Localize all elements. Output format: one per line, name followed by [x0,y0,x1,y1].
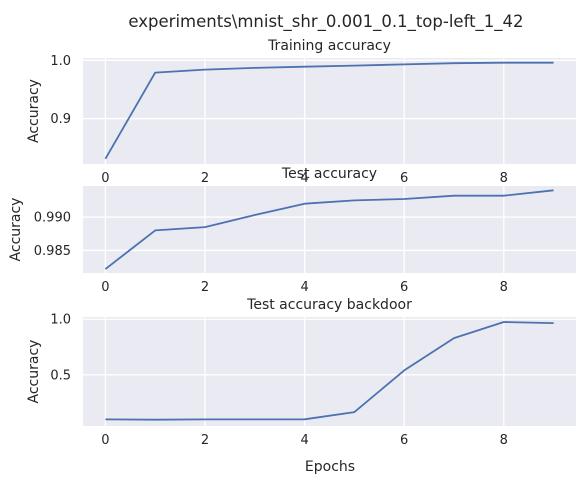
y-tick-label: 0.990 [34,211,71,226]
x-tick-label: 2 [201,171,209,186]
y-tick-label: 0.985 [34,244,71,259]
y-axis-label: Accuracy [8,198,24,262]
y-tick-label: 1.0 [50,54,71,69]
y-tick-label: 0.5 [50,368,71,383]
x-tick-label: 0 [101,171,109,186]
x-tick-label: 0 [101,433,109,448]
series-line [105,321,554,421]
y-tick-label: 0.9 [50,112,71,127]
panel-title: Training accuracy [267,38,391,54]
figure-suptitle: experiments\mnist_shr_0.001_0.1_top-left… [128,12,523,32]
x-tick-label: 0 [101,280,109,295]
panel-1: 0 2 4 6 8 0.9 1.0 Training accuracy Accuracy [26,38,576,186]
plot-area [83,317,576,426]
x-tick-label: 2 [201,280,209,295]
x-tick-label: 8 [500,433,508,448]
x-axis-label: Epochs [305,459,355,475]
x-tick-label: 8 [500,171,508,186]
x-tick-label: 4 [300,171,308,186]
panel-2: 0 2 4 6 8 0.985 0.990 Test accuracy Accuracy [8,166,576,295]
y-axis-label: Accuracy [26,340,42,404]
y-tick-label: 1.0 [50,313,71,328]
x-tick-label: 4 [300,280,308,295]
series-line [104,61,554,160]
x-tick-label: 6 [400,280,408,295]
x-tick-label: 2 [201,433,209,448]
x-tick-label: 8 [500,280,508,295]
series-line [104,189,554,270]
panel-title: Test accuracy backdoor [246,297,412,313]
x-tick-label: 6 [400,171,408,186]
x-tick-label: 4 [300,433,308,448]
x-tick-label: 6 [400,433,408,448]
panel-title: Test accuracy [281,166,377,182]
plot-area [83,58,576,164]
y-axis-label: Accuracy [26,79,42,143]
panel-3: 0 2 4 6 8 0.5 1.0 Test accuracy backdoor Accurac… [26,297,576,448]
